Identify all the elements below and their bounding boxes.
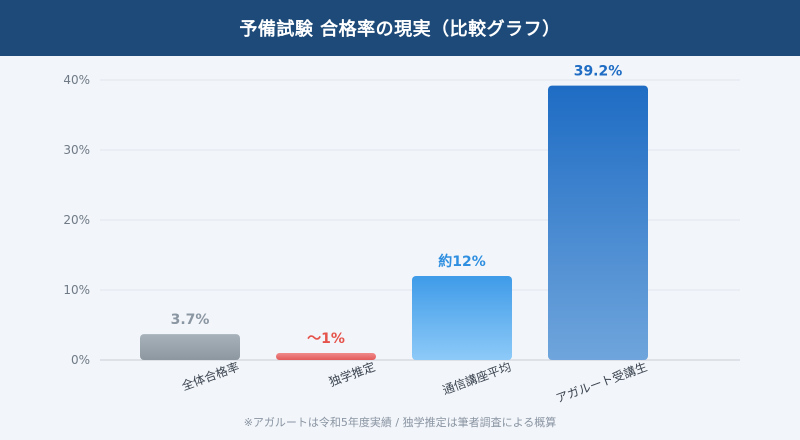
- bar-3: [548, 85, 648, 360]
- chart-header: 予備試験 合格率の現実（比較グラフ）: [0, 0, 800, 56]
- category-label-2: 通信講座平均: [440, 359, 513, 398]
- y-tick-label-30: 30%: [63, 143, 90, 157]
- bar-value-label-3: 39.2%: [574, 64, 623, 80]
- bar-value-label-2: 約12%: [438, 253, 486, 270]
- category-label-3: アガルート受講生: [554, 359, 649, 406]
- category-label-0: 全体合格率: [179, 359, 241, 394]
- y-tick-label-10: 10%: [63, 283, 90, 297]
- y-tick-label-0: 0%: [71, 353, 90, 367]
- bar-value-label-0: 3.7%: [171, 312, 210, 328]
- chart-area: 0% 10% 20% 30% 40% 3.7% 全体合格率 〜1% 独学推定 約12% 通信講座平均…: [0, 56, 800, 416]
- footnote: ※アガルートは令和5年度実績 / 独学推定は筆者調査による概算: [243, 416, 557, 429]
- bar-2: [412, 276, 512, 360]
- y-tick-label-20: 20%: [63, 213, 90, 227]
- y-tick-label-40: 40%: [63, 73, 90, 87]
- bar-1: [276, 353, 376, 360]
- bar-value-label-1: 〜1%: [307, 331, 345, 347]
- bar-0: [140, 334, 240, 360]
- category-label-1: 独学推定: [327, 359, 377, 390]
- chart-title: 予備試験 合格率の現実（比較グラフ）: [239, 19, 561, 40]
- bar-chart: 0% 10% 20% 30% 40% 3.7% 全体合格率 〜1% 独学推定 約12% 通信講座平均…: [63, 64, 740, 406]
